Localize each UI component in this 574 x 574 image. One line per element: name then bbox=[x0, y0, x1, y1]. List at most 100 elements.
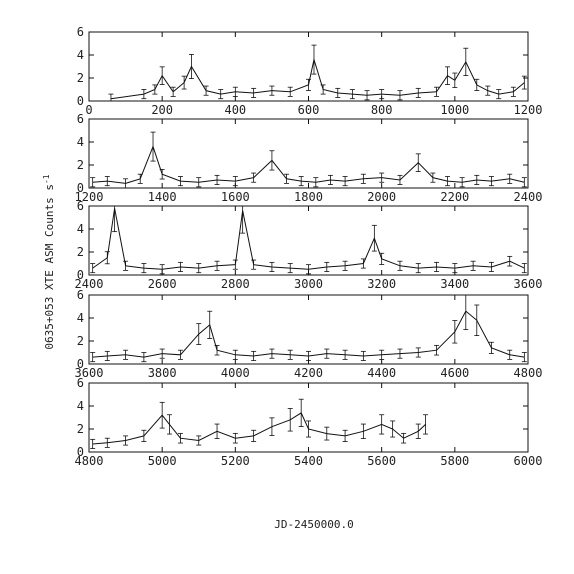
y-tick-label: 2 bbox=[77, 422, 84, 436]
y-tick-label: 0 bbox=[77, 94, 84, 108]
data-point bbox=[371, 224, 377, 252]
data-point bbox=[397, 348, 403, 359]
x-tick-label: 4400 bbox=[367, 366, 396, 380]
data-point bbox=[90, 352, 96, 363]
data-point bbox=[379, 89, 385, 100]
data-point bbox=[430, 172, 436, 183]
data-point bbox=[324, 261, 330, 272]
panel-4: 3600 3800 4000 4200 4400 4600 4800 0 2 4 6 bbox=[75, 288, 543, 380]
data-point bbox=[445, 176, 451, 187]
x-tick-label: 2600 bbox=[148, 277, 177, 291]
data-point bbox=[214, 174, 220, 185]
data-point bbox=[306, 420, 311, 438]
x-tick-label: 5400 bbox=[294, 454, 323, 468]
data-point bbox=[342, 429, 348, 442]
data-point bbox=[269, 261, 275, 272]
data-point bbox=[218, 89, 224, 100]
data-point bbox=[123, 178, 129, 189]
data-point bbox=[123, 435, 129, 446]
panel-2: 1200 1400 1600 1800 2000 2200 2400 0 2 4 6 bbox=[75, 112, 543, 204]
data-point bbox=[240, 205, 246, 234]
y-tick-label: 4 bbox=[77, 222, 84, 236]
x-tick-label: 1600 bbox=[221, 190, 250, 204]
x-tick-label: 3200 bbox=[367, 277, 396, 291]
y-tick-label: 0 bbox=[77, 357, 84, 371]
data-point bbox=[251, 87, 257, 98]
data-point bbox=[214, 260, 220, 271]
data-point bbox=[90, 177, 96, 188]
data-point bbox=[313, 177, 319, 188]
x-tick-label: 4800 bbox=[514, 366, 543, 380]
x-tick-label: 6000 bbox=[514, 454, 543, 468]
data-point bbox=[207, 310, 213, 339]
data-point bbox=[434, 86, 440, 97]
data-point bbox=[269, 85, 275, 96]
data-point bbox=[306, 264, 311, 275]
y-tick-label: 0 bbox=[77, 181, 84, 195]
data-point bbox=[177, 349, 183, 360]
data-point bbox=[324, 426, 330, 441]
y-tick-label: 6 bbox=[77, 25, 84, 39]
data-point bbox=[269, 348, 275, 359]
x-tick-label: 2800 bbox=[221, 277, 250, 291]
data-point bbox=[159, 168, 165, 180]
y-tick-label: 4 bbox=[77, 48, 84, 62]
data-point bbox=[232, 176, 238, 187]
data-point bbox=[507, 349, 513, 360]
data-point bbox=[415, 153, 421, 172]
data-point bbox=[214, 344, 220, 356]
data-point bbox=[496, 89, 502, 100]
panel-frame bbox=[88, 382, 529, 453]
series-line bbox=[92, 208, 525, 270]
data-point bbox=[488, 176, 494, 187]
data-point bbox=[306, 350, 311, 361]
data-point bbox=[104, 251, 110, 265]
data-point bbox=[232, 259, 238, 270]
x-tick-label: 3600 bbox=[514, 277, 543, 291]
data-point bbox=[284, 173, 290, 184]
data-point bbox=[335, 87, 341, 98]
data-point bbox=[474, 304, 480, 336]
x-tick-label: 2400 bbox=[514, 190, 543, 204]
data-point bbox=[485, 85, 491, 96]
x-axis-label: JD-2450000.0 bbox=[274, 518, 353, 531]
data-point bbox=[232, 432, 238, 444]
data-point bbox=[390, 420, 396, 438]
x-tick-label: 4800 bbox=[75, 454, 104, 468]
data-point bbox=[298, 398, 304, 427]
data-point bbox=[177, 176, 183, 187]
x-tick-label: 1000 bbox=[440, 103, 469, 117]
x-tick-label: 3400 bbox=[440, 277, 469, 291]
y-tick-label: 2 bbox=[77, 158, 84, 172]
data-point bbox=[379, 349, 385, 360]
x-tick-label: 5800 bbox=[440, 454, 469, 468]
data-point bbox=[397, 174, 403, 185]
y-tick-label: 2 bbox=[77, 245, 84, 259]
data-point bbox=[251, 259, 257, 270]
y-tick-label: 0 bbox=[77, 445, 84, 459]
data-point bbox=[251, 172, 257, 183]
data-point bbox=[177, 432, 183, 444]
data-point bbox=[507, 173, 513, 184]
x-tick-label: 3600 bbox=[75, 366, 104, 380]
series-line bbox=[92, 145, 525, 184]
data-point bbox=[445, 66, 451, 85]
data-point bbox=[306, 78, 311, 91]
series-line bbox=[92, 310, 525, 358]
data-point bbox=[108, 93, 114, 102]
data-point bbox=[214, 423, 220, 439]
x-tick-label: 5200 bbox=[221, 454, 250, 468]
data-point bbox=[251, 350, 257, 361]
data-point bbox=[434, 344, 440, 356]
data-point bbox=[104, 176, 110, 187]
series-1 bbox=[108, 44, 527, 102]
series-1 bbox=[90, 131, 527, 189]
data-point bbox=[415, 423, 421, 439]
data-point bbox=[141, 89, 147, 100]
x-tick-label: 5000 bbox=[148, 454, 177, 468]
data-point bbox=[463, 47, 469, 76]
data-point bbox=[141, 352, 147, 363]
data-point bbox=[196, 177, 202, 188]
data-point bbox=[152, 84, 158, 95]
